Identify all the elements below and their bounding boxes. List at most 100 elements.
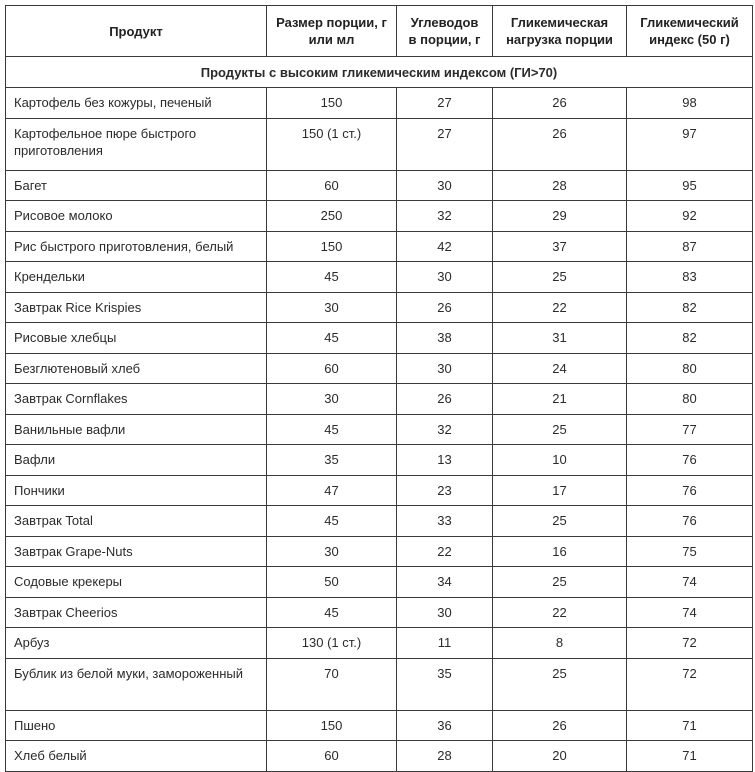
header-portion-size: Размер порции, г или мл [266, 5, 397, 57]
glycemic-load-cell: 21 [492, 383, 627, 415]
table-row: Пончики 47 23 17 76 [5, 474, 753, 506]
portion-size-cell: 47 [266, 474, 397, 506]
glycemic-load-cell: 25 [492, 566, 627, 598]
product-name-cell: Завтрак Cornflakes [5, 383, 267, 415]
table-row: Завтрак Grape-Nuts 30 22 16 75 [5, 535, 753, 567]
glycemic-index-cell: 80 [626, 352, 753, 384]
glycemic-index-cell: 92 [626, 200, 753, 232]
portion-size-cell: 30 [266, 291, 397, 323]
table-row: Рисовые хлебцы 45 38 31 82 [5, 322, 753, 354]
glycemic-index-cell: 87 [626, 230, 753, 262]
product-name-cell: Бублик из белой муки, замороженный [5, 657, 267, 711]
product-name-cell: Рисовое молоко [5, 200, 267, 232]
table-row: Арбуз 130 (1 ст.) 11 8 72 [5, 627, 753, 659]
glycemic-load-cell: 25 [492, 505, 627, 537]
header-glycemic-index: Гликемический индекс (50 г) [626, 5, 753, 57]
table-row: Завтрак Total 45 33 25 76 [5, 505, 753, 537]
glycemic-index-cell: 82 [626, 322, 753, 354]
table-row: Рис быстрого приготовления, белый 150 42 37… [5, 230, 753, 262]
product-name-cell: Содовые крекеры [5, 566, 267, 598]
glycemic-index-cell: 74 [626, 596, 753, 628]
portion-size-cell: 45 [266, 596, 397, 628]
glycemic-load-cell: 26 [492, 709, 627, 741]
product-name-cell: Рис быстрого приготовления, белый [5, 230, 267, 262]
table-row: Безглютеновый хлеб 60 30 24 80 [5, 352, 753, 384]
table-row: Картофель без кожуры, печеный 150 27 26 98 [5, 87, 753, 119]
portion-size-cell: 60 [266, 740, 397, 772]
table-row: Завтрак Cheerios 45 30 22 74 [5, 596, 753, 628]
table-row: Завтрак Cornflakes 30 26 21 80 [5, 383, 753, 415]
portion-size-cell: 30 [266, 535, 397, 567]
glycemic-load-cell: 10 [492, 444, 627, 476]
carbs-cell: 34 [396, 566, 493, 598]
carbs-cell: 27 [396, 117, 493, 171]
portion-size-cell: 45 [266, 413, 397, 445]
portion-size-cell: 250 [266, 200, 397, 232]
glycemic-index-cell: 72 [626, 657, 753, 711]
glycemic-index-cell: 82 [626, 291, 753, 323]
carbs-cell: 27 [396, 87, 493, 119]
glycemic-load-cell: 22 [492, 291, 627, 323]
section-row: Продукты с высоким гликемическим индексо… [5, 56, 753, 88]
carbs-cell: 30 [396, 261, 493, 293]
header-row: Продукт Размер порции, г или мл Углеводо… [5, 5, 753, 57]
product-name-cell: Пшено [5, 709, 267, 741]
portion-size-cell: 150 [266, 709, 397, 741]
glycemic-load-cell: 31 [492, 322, 627, 354]
product-name-cell: Картофельное пюре быстрого приготовления [5, 117, 267, 171]
glycemic-load-cell: 28 [492, 169, 627, 201]
table-row: Пшено 150 36 26 71 [5, 709, 753, 741]
product-name-cell: Вафли [5, 444, 267, 476]
header-glycemic-load: Гликемическая нагрузка порции [492, 5, 627, 57]
glycemic-load-cell: 17 [492, 474, 627, 506]
portion-size-cell: 45 [266, 322, 397, 354]
product-name-cell: Завтрак Rice Krispies [5, 291, 267, 323]
carbs-cell: 42 [396, 230, 493, 262]
glycemic-index-cell: 71 [626, 709, 753, 741]
table-row: Бублик из белой муки, замороженный 70 35 25… [5, 657, 753, 711]
glycemic-index-cell: 71 [626, 740, 753, 772]
carbs-cell: 26 [396, 383, 493, 415]
portion-size-cell: 150 (1 ст.) [266, 117, 397, 171]
glycemic-index-cell: 77 [626, 413, 753, 445]
glycemic-index-cell: 97 [626, 117, 753, 171]
carbs-cell: 22 [396, 535, 493, 567]
product-name-cell: Ванильные вафли [5, 413, 267, 445]
header-carbs: Углеводов в порции, г [396, 5, 493, 57]
product-name-cell: Картофель без кожуры, печеный [5, 87, 267, 119]
glycemic-index-cell: 83 [626, 261, 753, 293]
carbs-cell: 26 [396, 291, 493, 323]
glycemic-index-cell: 76 [626, 474, 753, 506]
product-name-cell: Хлеб белый [5, 740, 267, 772]
header-product: Продукт [5, 5, 267, 57]
glycemic-index-cell: 76 [626, 505, 753, 537]
glycemic-index-cell: 75 [626, 535, 753, 567]
portion-size-cell: 150 [266, 87, 397, 119]
table-row: Вафли 35 13 10 76 [5, 444, 753, 476]
glycemic-index-cell: 95 [626, 169, 753, 201]
glycemic-index-table: Продукт Размер порции, г или мл Углеводо… [5, 5, 753, 772]
glycemic-load-cell: 25 [492, 657, 627, 711]
product-name-cell: Завтрак Cheerios [5, 596, 267, 628]
glycemic-index-cell: 74 [626, 566, 753, 598]
glycemic-load-cell: 25 [492, 413, 627, 445]
glycemic-load-cell: 37 [492, 230, 627, 262]
carbs-cell: 38 [396, 322, 493, 354]
carbs-cell: 11 [396, 627, 493, 659]
portion-size-cell: 70 [266, 657, 397, 711]
portion-size-cell: 45 [266, 261, 397, 293]
glycemic-load-cell: 26 [492, 87, 627, 119]
product-name-cell: Багет [5, 169, 267, 201]
product-name-cell: Крендельки [5, 261, 267, 293]
glycemic-load-cell: 24 [492, 352, 627, 384]
glycemic-index-cell: 80 [626, 383, 753, 415]
table-row: Хлеб белый 60 28 20 71 [5, 740, 753, 772]
product-name-cell: Завтрак Grape-Nuts [5, 535, 267, 567]
carbs-cell: 33 [396, 505, 493, 537]
carbs-cell: 36 [396, 709, 493, 741]
glycemic-index-cell: 98 [626, 87, 753, 119]
table-row: Багет 60 30 28 95 [5, 169, 753, 201]
product-name-cell: Пончики [5, 474, 267, 506]
carbs-cell: 32 [396, 200, 493, 232]
product-name-cell: Арбуз [5, 627, 267, 659]
